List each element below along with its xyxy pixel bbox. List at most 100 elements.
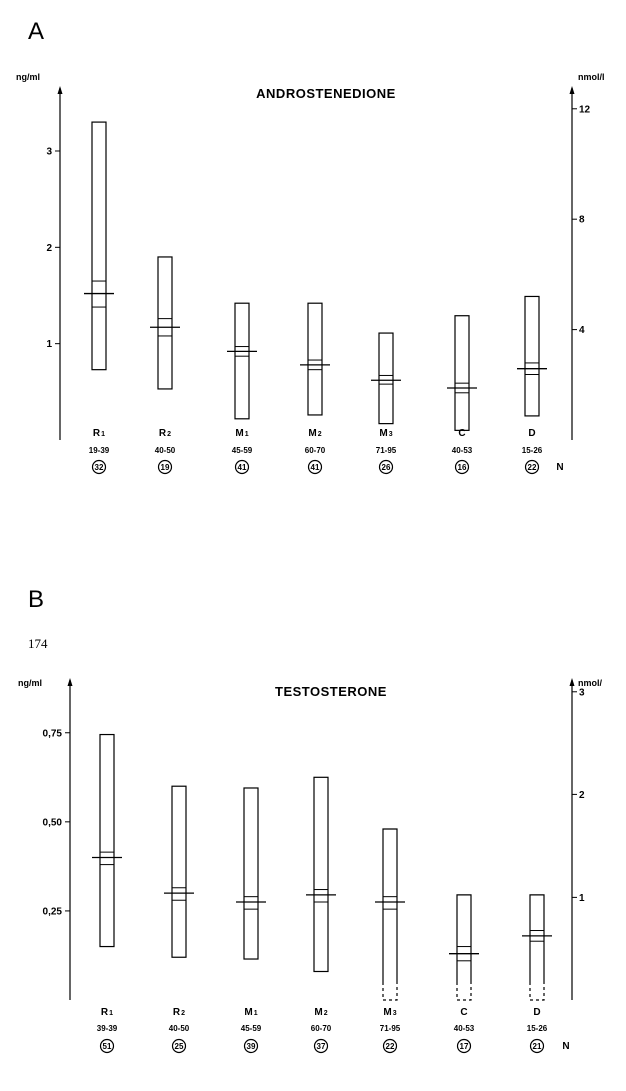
range-bar-outline [99,733,115,948]
y2-tick-label: 12 [579,104,591,115]
n-circle [378,459,394,475]
chart-title: TESTOSTERONE [275,684,387,699]
age-range-label: 39-39 [97,1024,118,1033]
age-range-label: 40-53 [454,1024,475,1033]
range-bar-outline [171,785,187,958]
category-label: M3 [379,428,392,439]
age-range-label: 40-50 [169,1024,190,1033]
range-bar-outline [313,776,329,973]
range-bar-outline [234,302,250,420]
n-circle [234,459,250,475]
y-axis-right-arrow [569,678,575,686]
n-circle [157,459,173,475]
range-bar [522,894,552,1001]
y-axis-label: ng/ml [16,72,40,82]
y2-tick-label: 2 [579,790,585,801]
testosterone-chart: TESTOSTERONE ng/ml nmol/0,25 0,50 0,75 1 2 3 R1 3… [18,678,602,1054]
category-label: R2 [173,1007,185,1018]
category-label: R2 [159,428,171,439]
y2-tick-label: 3 [579,687,585,698]
panel-b-letter: B [28,586,45,613]
n-circle [307,459,323,475]
y2-tick-label: 4 [579,325,585,336]
n-value-label: 19 [161,463,170,472]
range-bar-outline [91,121,107,371]
age-range-label: 45-59 [232,446,253,455]
n-value-label: 51 [103,1042,112,1051]
range-bar [300,302,330,416]
category-label: C [458,428,465,439]
y-tick-label: 3 [46,146,52,157]
category-label: M2 [314,1007,327,1018]
y2-tick-label: 1 [579,893,585,904]
n-circle [313,1038,329,1054]
range-bar-dashed-extension [529,982,545,1001]
n-circle [456,1038,472,1054]
n-value-label: 26 [382,463,391,472]
n-value-label: 22 [528,463,537,472]
category-label: R1 [93,428,105,439]
category-label: M1 [235,428,248,439]
n-value-label: 41 [238,463,247,472]
n-value-label: 17 [460,1042,469,1051]
age-range-label: 71-95 [380,1024,401,1033]
y2-tick-label: 8 [579,215,585,226]
range-bar-outline [454,315,470,431]
range-bar-dashed-extension [382,982,398,1001]
y-tick-label: 1 [46,339,52,350]
category-label: M3 [383,1007,396,1018]
range-bar [150,256,180,390]
category-label: M2 [308,428,321,439]
range-bar [449,894,479,1001]
n-circle [99,1038,115,1054]
age-range-label: 15-26 [527,1024,548,1033]
panel-a-letter: A [28,18,45,45]
category-label: C [460,1007,467,1018]
range-bar [84,121,114,371]
n-circle [243,1038,259,1054]
y-axis-right-arrow [569,86,575,94]
chart-title: ANDROSTENEDIONE [256,86,396,101]
range-bar-dashed-extension [456,982,472,1001]
age-range-label: 60-70 [305,446,326,455]
age-range-label: 40-50 [155,446,176,455]
age-range-label: 15-26 [522,446,543,455]
category-label: D [528,428,535,439]
n-value-label: 39 [247,1042,256,1051]
n-value-label: 22 [386,1042,395,1051]
range-bar [92,733,122,948]
range-bar-outline [157,256,173,390]
y-tick-label: 2 [46,243,52,254]
range-bar-outline [307,302,323,416]
n-value-label: 16 [458,463,467,472]
n-axis-label: N [562,1041,569,1052]
range-bar [306,776,336,973]
n-value-label: 21 [533,1042,542,1051]
y-axis-left-arrow [67,678,73,686]
n-value-label: 32 [95,463,104,472]
n-circle [171,1038,187,1054]
age-range-label: 71-95 [376,446,397,455]
range-bar [227,302,257,420]
n-circle [529,1038,545,1054]
age-range-label: 45-59 [241,1024,262,1033]
n-axis-label: N [556,462,563,473]
y-axis-left-arrow [57,86,63,94]
y-axis-label: ng/ml [18,678,42,688]
range-bar-outline [382,828,398,982]
category-label: D [533,1007,540,1018]
n-circle [91,459,107,475]
y2-axis-label: nmol/ [578,678,602,688]
y-tick-label: 0,50 [43,817,63,828]
n-circle [454,459,470,475]
range-bar [375,828,405,1001]
y-tick-label: 0,25 [43,906,63,917]
age-range-label: 19-39 [89,446,110,455]
range-bar-outline [524,295,540,417]
y-tick-label: 0,75 [43,728,63,739]
range-bar-outline [529,894,545,982]
range-bar [164,785,194,958]
age-range-label: 40-53 [452,446,473,455]
n-value-label: 25 [175,1042,184,1051]
